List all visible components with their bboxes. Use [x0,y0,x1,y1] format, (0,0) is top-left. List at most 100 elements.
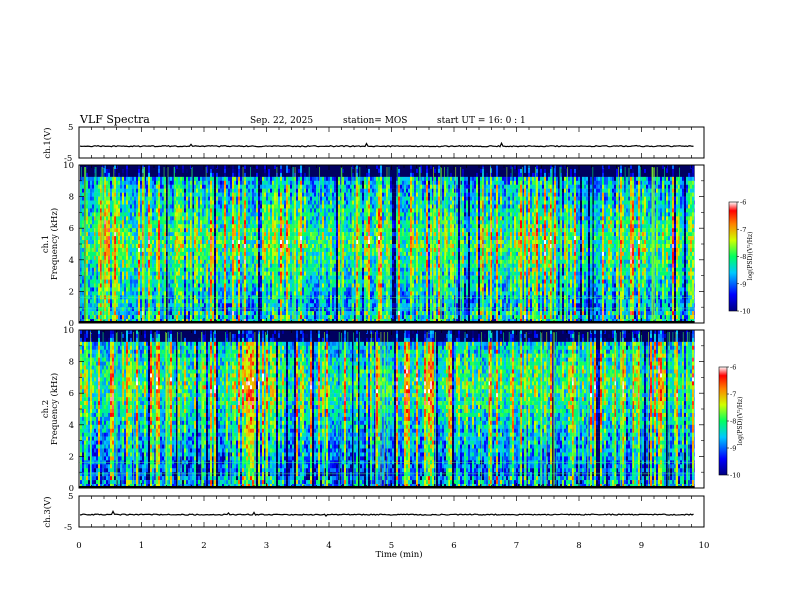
spectrogram-cell [286,247,289,253]
spectrogram-cell [298,172,301,178]
spectrogram-cell [216,267,219,272]
spectrogram-cell [260,208,263,213]
spectrogram-cell [266,283,269,288]
spectrogram-cell [114,251,117,257]
spectrogram-cell [178,216,181,221]
spectrogram-cell [288,168,291,174]
spectrogram-cell [166,271,169,276]
spectrogram-cell [92,228,95,233]
spectrogram-cell [244,291,247,296]
spectrogram-cell [100,232,103,237]
spectrogram-cell [98,172,101,178]
spectrogram-cell [290,188,293,193]
spectrogram-cell [150,165,153,170]
spectrogram-cell [114,311,117,316]
spectrogram-cell [116,165,119,170]
spectrogram-cell [248,267,251,272]
spectrogram-cell [296,188,299,193]
spectrogram-cell [120,236,123,241]
spectrogram-cell [114,196,117,201]
spectrogram-cell [310,180,313,185]
spectrogram-cell [150,200,153,205]
spectrogram-cell [234,180,237,185]
spectrogram-cell [258,275,261,280]
spectrogram-cell [208,176,211,181]
spectrogram-cell [110,236,113,241]
spectrogram-cell [104,279,107,284]
spectrogram-cell [208,287,211,292]
spectrogram-cell [168,212,171,217]
spectrogram-cell [248,216,251,221]
spectrogram-cell [222,224,225,229]
spectrogram-cell [206,283,209,288]
spectrogram-cell [222,283,225,288]
spectrogram-cell [264,244,267,249]
spectrogram-cell [116,303,119,308]
spectrogram-cell [144,287,147,292]
spectrogram-cell [122,232,125,237]
spectrogram-cell [132,172,135,178]
spectrogram-cell [138,311,141,316]
spectrogram-cell [124,291,127,296]
spectrogram-cell [278,204,281,209]
spectrogram-cell [116,267,119,272]
spectrogram-cell [144,224,147,229]
spectrogram-cell [114,188,117,193]
spectrogram-cell [108,236,111,241]
spectrogram-cell [240,287,243,292]
spectrogram-cell [216,287,219,292]
spectrogram-cell [144,247,147,253]
spectrogram-cell [274,184,277,189]
spectrogram-cell [310,291,313,296]
spectrogram-cell [260,188,263,193]
spectrogram-cell [316,275,319,280]
spectrogram-cell [116,240,119,245]
spectrogram-cell [220,196,223,201]
spectrogram-cell [196,200,199,205]
spectrogram-cell [234,236,237,241]
spectrogram-cell [210,311,213,316]
spectrogram-cell [224,291,227,296]
spectrogram-cell [322,208,325,213]
spectrogram-cell [194,307,197,312]
spectrogram-cell [132,291,135,296]
spectrogram-cell [290,232,293,237]
spectrogram-cell [252,188,255,193]
spectrogram-cell [136,224,139,229]
spectrogram-cell [206,224,209,229]
spectrogram-cell [286,279,289,284]
spectrogram-cell [162,267,165,272]
spectrogram-cell [252,184,255,189]
spectrogram-cell [180,168,183,174]
spectrogram-cell [100,200,103,205]
spectrogram-cell [316,168,319,174]
spectrogram-cell [154,228,157,233]
spectrogram-cell [128,291,131,296]
spectrogram-cell [288,224,291,229]
spectrogram-cell [134,192,137,197]
spectrogram-cell [196,303,199,308]
spectrogram-cell [106,204,109,209]
spectrogram-cell [102,228,105,233]
spectrogram-cell [120,208,123,213]
spectrogram-cell [82,303,85,308]
spectrogram-cell [302,259,305,264]
spectrogram-cell [228,208,231,213]
spectrogram-cell [104,168,107,174]
spectrogram-cell [302,247,305,253]
spectrogram-cell [272,255,275,260]
spectrogram-cell [260,224,263,229]
spectrogram-cell [254,228,257,233]
spectrogram-cell [290,291,293,296]
spectrogram-cell [200,212,203,217]
spectrogram-cell [104,176,107,181]
spectrogram-cell [88,208,91,213]
spectrogram-cell [278,307,281,312]
spectrogram-cell [152,165,155,170]
spectrogram-cell [224,204,227,209]
spectrogram-cell [90,168,93,174]
spectrogram-cell [208,311,211,316]
spectrogram-cell [318,236,321,241]
spectrogram-cell [232,204,235,209]
spectrogram-cell [322,315,325,320]
